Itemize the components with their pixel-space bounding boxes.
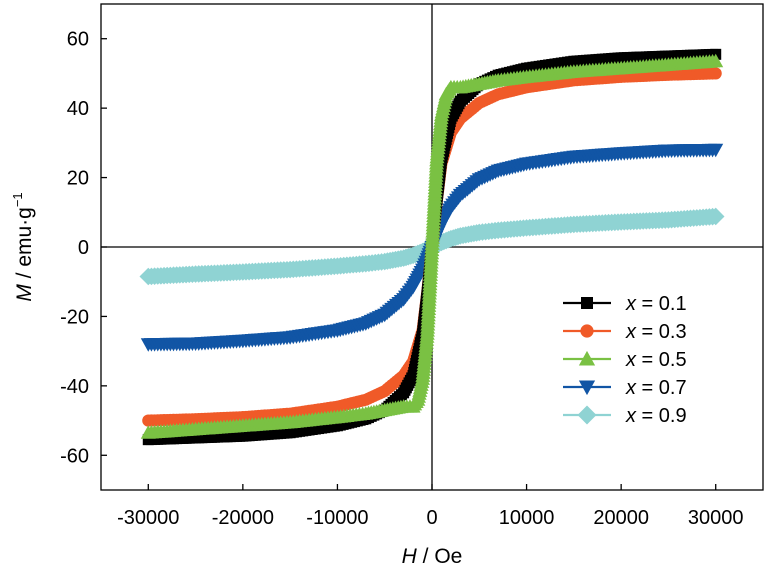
legend-item: x = 0.3 bbox=[563, 321, 687, 343]
x-tick-label: 0 bbox=[426, 507, 437, 529]
legend-label: x = 0.9 bbox=[625, 405, 687, 427]
data-point bbox=[706, 207, 725, 226]
x-tick-label: 30000 bbox=[688, 507, 744, 529]
x-axis-title: H / Oe bbox=[402, 545, 463, 568]
legend-item: x = 0.1 bbox=[563, 293, 687, 315]
x-tick-label: -30000 bbox=[117, 507, 179, 529]
legend-label: x = 0.5 bbox=[625, 349, 687, 371]
y-tick-label: 0 bbox=[78, 237, 89, 259]
y-tick-label: -40 bbox=[60, 376, 89, 398]
legend-marker bbox=[580, 324, 594, 338]
data-point bbox=[708, 143, 724, 158]
legend-item: x = 0.9 bbox=[563, 405, 687, 427]
x-tick-label: -10000 bbox=[306, 507, 368, 529]
legend-label: x = 0.3 bbox=[625, 321, 687, 343]
y-tick-label: 40 bbox=[67, 98, 89, 120]
y-tick-label: 20 bbox=[67, 168, 89, 190]
legend-marker bbox=[577, 405, 597, 425]
axis-layer: -60 -40 -20 0 20 40 60 -30000 -20000 -10000 0 10000… bbox=[60, 29, 743, 529]
y-axis-title: M / emu·g−1 bbox=[10, 192, 36, 301]
series-layer bbox=[139, 48, 725, 446]
legend-marker bbox=[581, 297, 593, 309]
legend-marker bbox=[578, 350, 596, 366]
legend-label: x = 0.1 bbox=[625, 293, 687, 315]
legend-marker bbox=[578, 380, 596, 396]
x-tick-label: 20000 bbox=[593, 507, 649, 529]
y-tick-label: -20 bbox=[60, 306, 89, 328]
y-tick-label: 60 bbox=[67, 29, 89, 51]
y-tick-label: -60 bbox=[60, 445, 89, 467]
x-tick-label: 10000 bbox=[499, 507, 555, 529]
legend-item: x = 0.7 bbox=[563, 377, 687, 399]
x-tick-label: -20000 bbox=[212, 507, 274, 529]
legend-label: x = 0.7 bbox=[625, 377, 687, 399]
legend-item: x = 0.5 bbox=[563, 349, 687, 371]
data-point bbox=[708, 53, 724, 68]
legend: x = 0.1 x = 0.3 x = 0.5 x = 0.7 x = 0.9 bbox=[563, 293, 687, 427]
data-point bbox=[709, 67, 722, 80]
series-2 bbox=[140, 53, 724, 439]
